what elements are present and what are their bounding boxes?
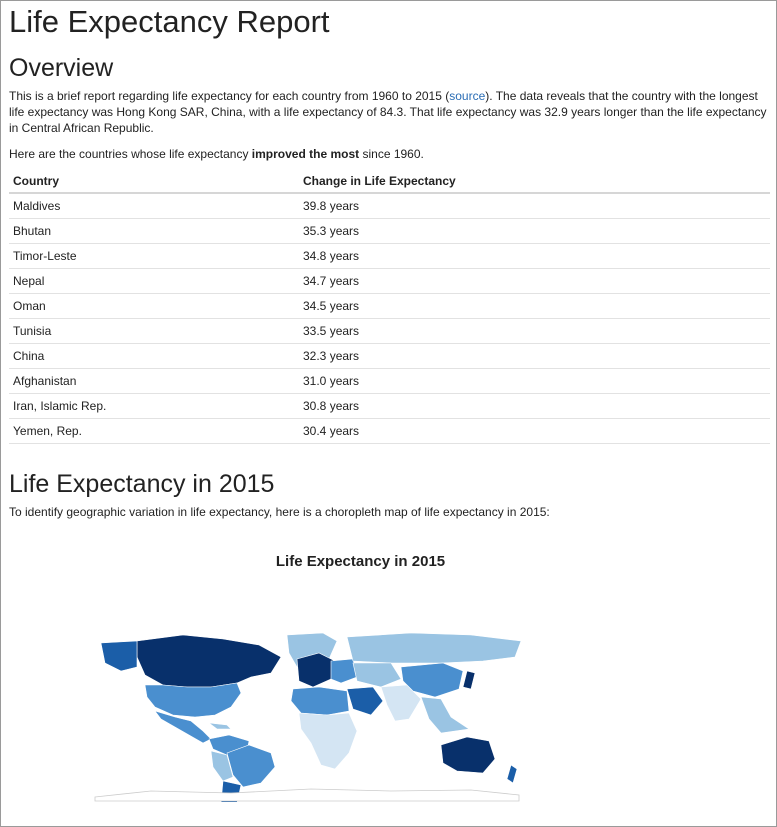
country-cell: Bhutan [9,218,303,244]
overview-heading: Overview [9,54,114,82]
country-cell: China [9,343,303,369]
page-title: Life Expectancy Report [9,4,330,39]
region-sub-saharan-africa[interactable] [298,712,358,770]
region-japan[interactable] [462,670,476,690]
region-usa[interactable] [144,682,242,718]
country-cell: Yemen, Rep. [9,418,303,444]
country-cell: Afghanistan [9,368,303,394]
region-western-europe[interactable] [296,652,336,688]
table-row: Afghanistan 31.0 years [9,368,770,394]
section-heading-2015: Life Expectancy in 2015 [9,470,275,498]
change-cell: 39.8 years [303,193,770,219]
region-southeast-asia[interactable] [420,696,470,734]
table-row: Maldives 39.8 years [9,193,770,219]
table-row: Oman 34.5 years [9,293,770,319]
change-cell: 30.4 years [303,418,770,444]
change-cell: 35.3 years [303,218,770,244]
change-cell: 30.8 years [303,393,770,419]
change-cell: 32.3 years [303,343,770,369]
change-cell: 34.5 years [303,293,770,319]
overview-text-start: This is a brief report regarding life ex… [9,89,450,103]
country-cell: Timor-Leste [9,243,303,269]
region-australia[interactable] [440,736,496,774]
improvement-intro: Here are the countries whose life expect… [9,146,768,162]
intro-text-end: since 1960. [359,147,424,161]
overview-text-end: ). The data reveals that the country wit… [9,89,767,135]
source-link[interactable]: source [449,89,486,103]
region-brazil[interactable] [226,744,276,788]
region-new-zealand[interactable] [506,764,518,784]
table-row: Timor-Leste 34.8 years [9,243,770,269]
choropleth-map[interactable] [91,627,523,802]
table-row: Yemen, Rep. 30.4 years [9,418,770,444]
map-intro-text: To identify geographic variation in life… [9,505,550,519]
col-header-country: Country [9,170,303,194]
region-antarctica[interactable] [94,788,520,802]
improvement-table: Country Change in Life Expectancy Maldiv… [9,170,770,444]
region-north-africa[interactable] [290,686,350,716]
country-cell: Maldives [9,193,303,219]
overview-paragraph: This is a brief report regarding life ex… [9,88,768,136]
country-cell: Nepal [9,268,303,294]
intro-emphasis: improved the most [251,147,360,161]
region-mexico[interactable] [154,710,212,744]
map-title: Life Expectancy in 2015 [275,553,446,570]
table-row: Tunisia 33.5 years [9,318,770,344]
region-middle-east[interactable] [346,686,384,716]
report-page: Life Expectancy Report Overview This is … [1,1,776,802]
change-cell: 31.0 years [303,368,770,394]
region-alaska[interactable] [100,640,138,672]
country-cell: Oman [9,293,303,319]
region-andes[interactable] [210,750,234,782]
intro-text-start: Here are the countries whose life expect… [9,147,252,161]
region-eastern-europe[interactable] [330,658,358,684]
table-row: Bhutan 35.3 years [9,218,770,244]
col-header-change: Change in Life Expectancy [303,170,770,194]
country-cell: Tunisia [9,318,303,344]
change-cell: 34.7 years [303,268,770,294]
country-cell: Iran, Islamic Rep. [9,393,303,419]
table-row: China 32.3 years [9,343,770,369]
table-header-row: Country Change in Life Expectancy [9,170,770,194]
region-china[interactable] [400,662,464,698]
change-cell: 33.5 years [303,318,770,344]
region-canada[interactable] [136,634,282,688]
region-central-asia[interactable] [352,662,402,688]
table-row: Iran, Islamic Rep. 30.8 years [9,393,770,419]
region-russia[interactable] [346,632,522,664]
table-row: Nepal 34.7 years [9,268,770,294]
change-cell: 34.8 years [303,243,770,269]
region-caribbean[interactable] [207,722,232,730]
